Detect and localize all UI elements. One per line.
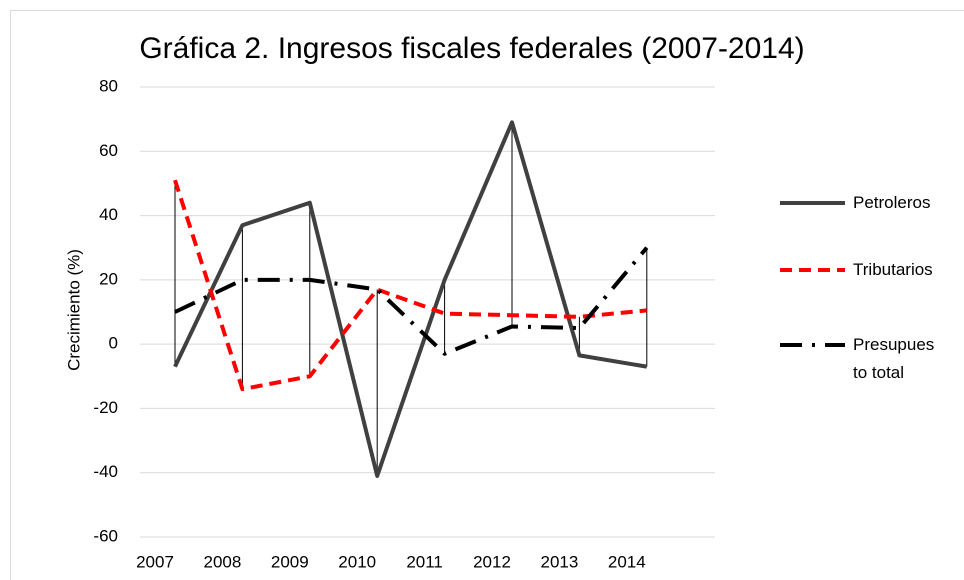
x-tick-label: 2014 [608,552,646,571]
series-line [173,179,647,392]
y-tick-label: 40 [99,205,118,224]
x-tick-label: 2012 [473,552,511,571]
chart-border [10,10,964,580]
y-tick-label: 20 [99,269,118,288]
y-tick-label: 80 [99,76,118,95]
y-tick-label: -20 [93,398,118,417]
series-line [173,120,648,478]
legend-label: Petroleros [853,193,931,212]
x-tick-label: 2008 [203,552,241,571]
x-tick-label: 2009 [271,552,309,571]
legend-label: Tributarios [853,260,933,279]
y-tick-label: 60 [99,141,118,160]
chart-title: Gráfica 2. Ingresos fiscales federales (… [139,32,804,65]
x-tick-label: 2007 [136,552,174,571]
x-tick-label: 2013 [540,552,578,571]
y-tick-label: -60 [93,526,118,545]
x-tick-label: 2011 [406,552,443,571]
y-axis-label: Crecimiento (%) [64,249,83,371]
y-tick-label: 0 [109,334,118,353]
x-tick-label: 2010 [338,552,376,571]
y-tick-label: -40 [93,462,118,481]
legend-label: Presupues to total [853,335,935,382]
